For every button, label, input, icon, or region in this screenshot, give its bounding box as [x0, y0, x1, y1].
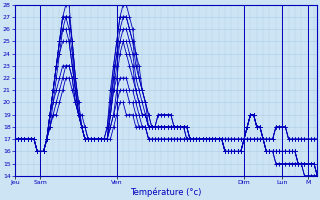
- X-axis label: Température (°c): Température (°c): [130, 188, 202, 197]
